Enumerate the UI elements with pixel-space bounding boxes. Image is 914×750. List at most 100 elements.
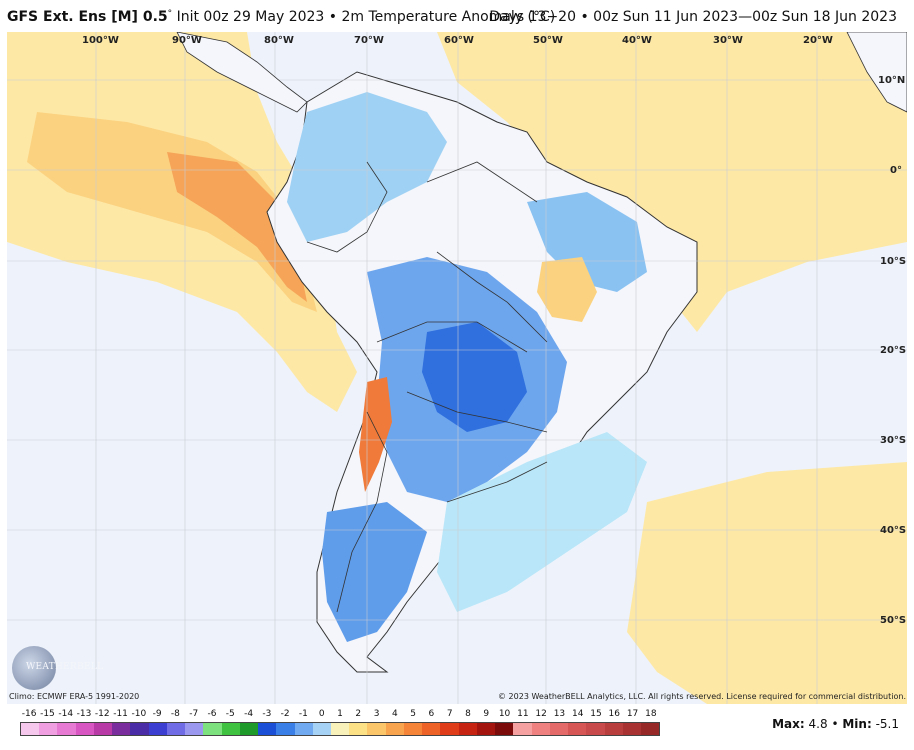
scale-swatch — [458, 723, 477, 735]
scale-swatch — [312, 723, 331, 735]
scale-swatch — [568, 723, 587, 735]
scale-tick-label: 3 — [373, 709, 380, 719]
scale-tick-label: -14 — [58, 709, 74, 719]
africa-land-edge — [846, 32, 907, 113]
scale-swatch — [622, 723, 641, 735]
cold-anomaly-core — [422, 322, 527, 432]
scale-tick-label: -1 — [298, 709, 308, 719]
scale-swatch — [258, 723, 277, 735]
variable-name: 2m Temperature Anomaly (°C) — [341, 9, 556, 25]
model-name: GFS Ext. Ens [M] 0.5 — [7, 9, 168, 25]
scale-swatch — [185, 723, 204, 735]
scale-swatch — [75, 723, 94, 735]
header-title: GFS Ext. Ens [M] 0.5° Init 00z 29 May 20… — [7, 9, 556, 25]
latitude-label: 10°N — [878, 75, 906, 86]
scale-swatch — [385, 723, 404, 735]
copyright-credit: © 2023 WeatherBELL Analytics, LLC. All r… — [498, 692, 906, 701]
scale-swatch — [476, 723, 496, 735]
scale-swatch — [403, 723, 423, 735]
longitude-label: 100°W — [82, 35, 119, 46]
longitude-label: 30°W — [713, 35, 743, 46]
scale-swatch — [112, 723, 131, 735]
scale-swatch — [640, 723, 660, 735]
scale-tick-label: 0 — [318, 709, 325, 719]
graticule — [7, 32, 907, 704]
cold-anomaly-brazil-east — [527, 192, 647, 292]
longitude-label: 90°W — [172, 35, 202, 46]
scale-swatch — [93, 723, 113, 735]
country-borders — [306, 161, 548, 613]
longitude-label: 20°W — [803, 35, 833, 46]
scale-swatch — [495, 723, 514, 735]
longitude-label: 70°W — [354, 35, 384, 46]
scale-swatch — [203, 723, 222, 735]
scale-tick-label: -16 — [21, 709, 37, 719]
scale-tick-label: 4 — [391, 709, 398, 719]
weatherbell-logo — [12, 646, 56, 690]
scale-tick-label: -10 — [131, 709, 147, 719]
scale-swatch — [239, 723, 259, 735]
scale-tick-label: 12 — [535, 709, 547, 719]
scale-tick-label: 2 — [355, 709, 362, 719]
temperature-anomaly-map — [7, 32, 907, 704]
logo-text: WEATHERBELL — [26, 662, 104, 672]
scale-swatch — [39, 723, 58, 735]
warm-anomaly-east-pacific-core — [27, 112, 317, 312]
longitude-label: 80°W — [264, 35, 294, 46]
scale-tick-label: 14 — [571, 709, 584, 719]
warm-anomaly-atlantic — [437, 32, 907, 332]
color-scale-bar — [20, 722, 660, 736]
scale-tick-label: 8 — [465, 709, 471, 719]
scale-swatch — [349, 723, 368, 735]
scale-swatch — [604, 723, 623, 735]
scale-swatch — [57, 723, 76, 735]
scale-swatch — [586, 723, 605, 735]
min-value: -5.1 — [875, 717, 899, 731]
scale-tick-label: 11 — [517, 709, 529, 719]
scale-swatch — [330, 723, 350, 735]
scale-tick-label: 5 — [410, 709, 417, 719]
scale-tick-label: 1 — [337, 709, 343, 719]
climo-credit: Climo: ECMWF ERA-5 1991-2020 — [9, 692, 140, 701]
scale-swatch — [367, 723, 386, 735]
scale-tick-label: -4 — [244, 709, 254, 719]
scale-tick-label: 9 — [483, 709, 490, 719]
scale-swatch — [166, 723, 186, 735]
scale-tick-label: -12 — [94, 709, 110, 719]
scale-tick-label: -9 — [152, 709, 162, 719]
scale-swatch — [148, 723, 167, 735]
scale-swatch — [440, 723, 459, 735]
scale-tick-label: -6 — [207, 709, 217, 719]
central-america-land — [176, 32, 308, 113]
longitude-label: 60°W — [444, 35, 474, 46]
latitude-label: 30°S — [880, 435, 907, 446]
scale-tick-label: 7 — [446, 709, 453, 719]
scale-tick-label: -5 — [225, 709, 235, 719]
scale-tick-label: -8 — [170, 709, 180, 719]
valid-period: Days 13−20 • 00z Sun 11 Jun 2023—00z Sun… — [489, 9, 897, 25]
warm-anomaly-central-brazil — [537, 257, 597, 322]
latitude-label: 10°S — [880, 256, 907, 267]
init-time: Init 00z 29 May 2023 — [176, 9, 325, 25]
warm-anomaly-peru-coast — [167, 152, 307, 302]
scale-swatch — [294, 723, 313, 735]
longitude-label: 50°W — [533, 35, 563, 46]
scale-tick-label: 17 — [626, 709, 639, 719]
longitude-label: 40°W — [622, 35, 652, 46]
map-header: GFS Ext. Ens [M] 0.5° Init 00z 29 May 20… — [0, 0, 914, 32]
max-value: 4.8 — [808, 717, 828, 731]
warm-anomaly-atlantic-south — [627, 462, 907, 704]
scale-tick-label: 10 — [498, 709, 511, 719]
scale-swatch — [513, 723, 532, 735]
scale-tick-label: -3 — [262, 709, 272, 719]
scale-swatch — [422, 723, 441, 735]
latitude-label: 40°S — [880, 525, 907, 536]
scale-swatch — [130, 723, 149, 735]
scale-tick-label: 6 — [428, 709, 435, 719]
scale-swatch — [531, 723, 550, 735]
scale-tick-label: -11 — [113, 709, 128, 719]
max-min-stats: Max: 4.8 • Min: -5.1 — [772, 717, 899, 731]
scale-tick-label: 13 — [553, 709, 566, 719]
scale-tick-label: 18 — [645, 709, 657, 719]
latitude-label: 0° — [890, 165, 902, 176]
